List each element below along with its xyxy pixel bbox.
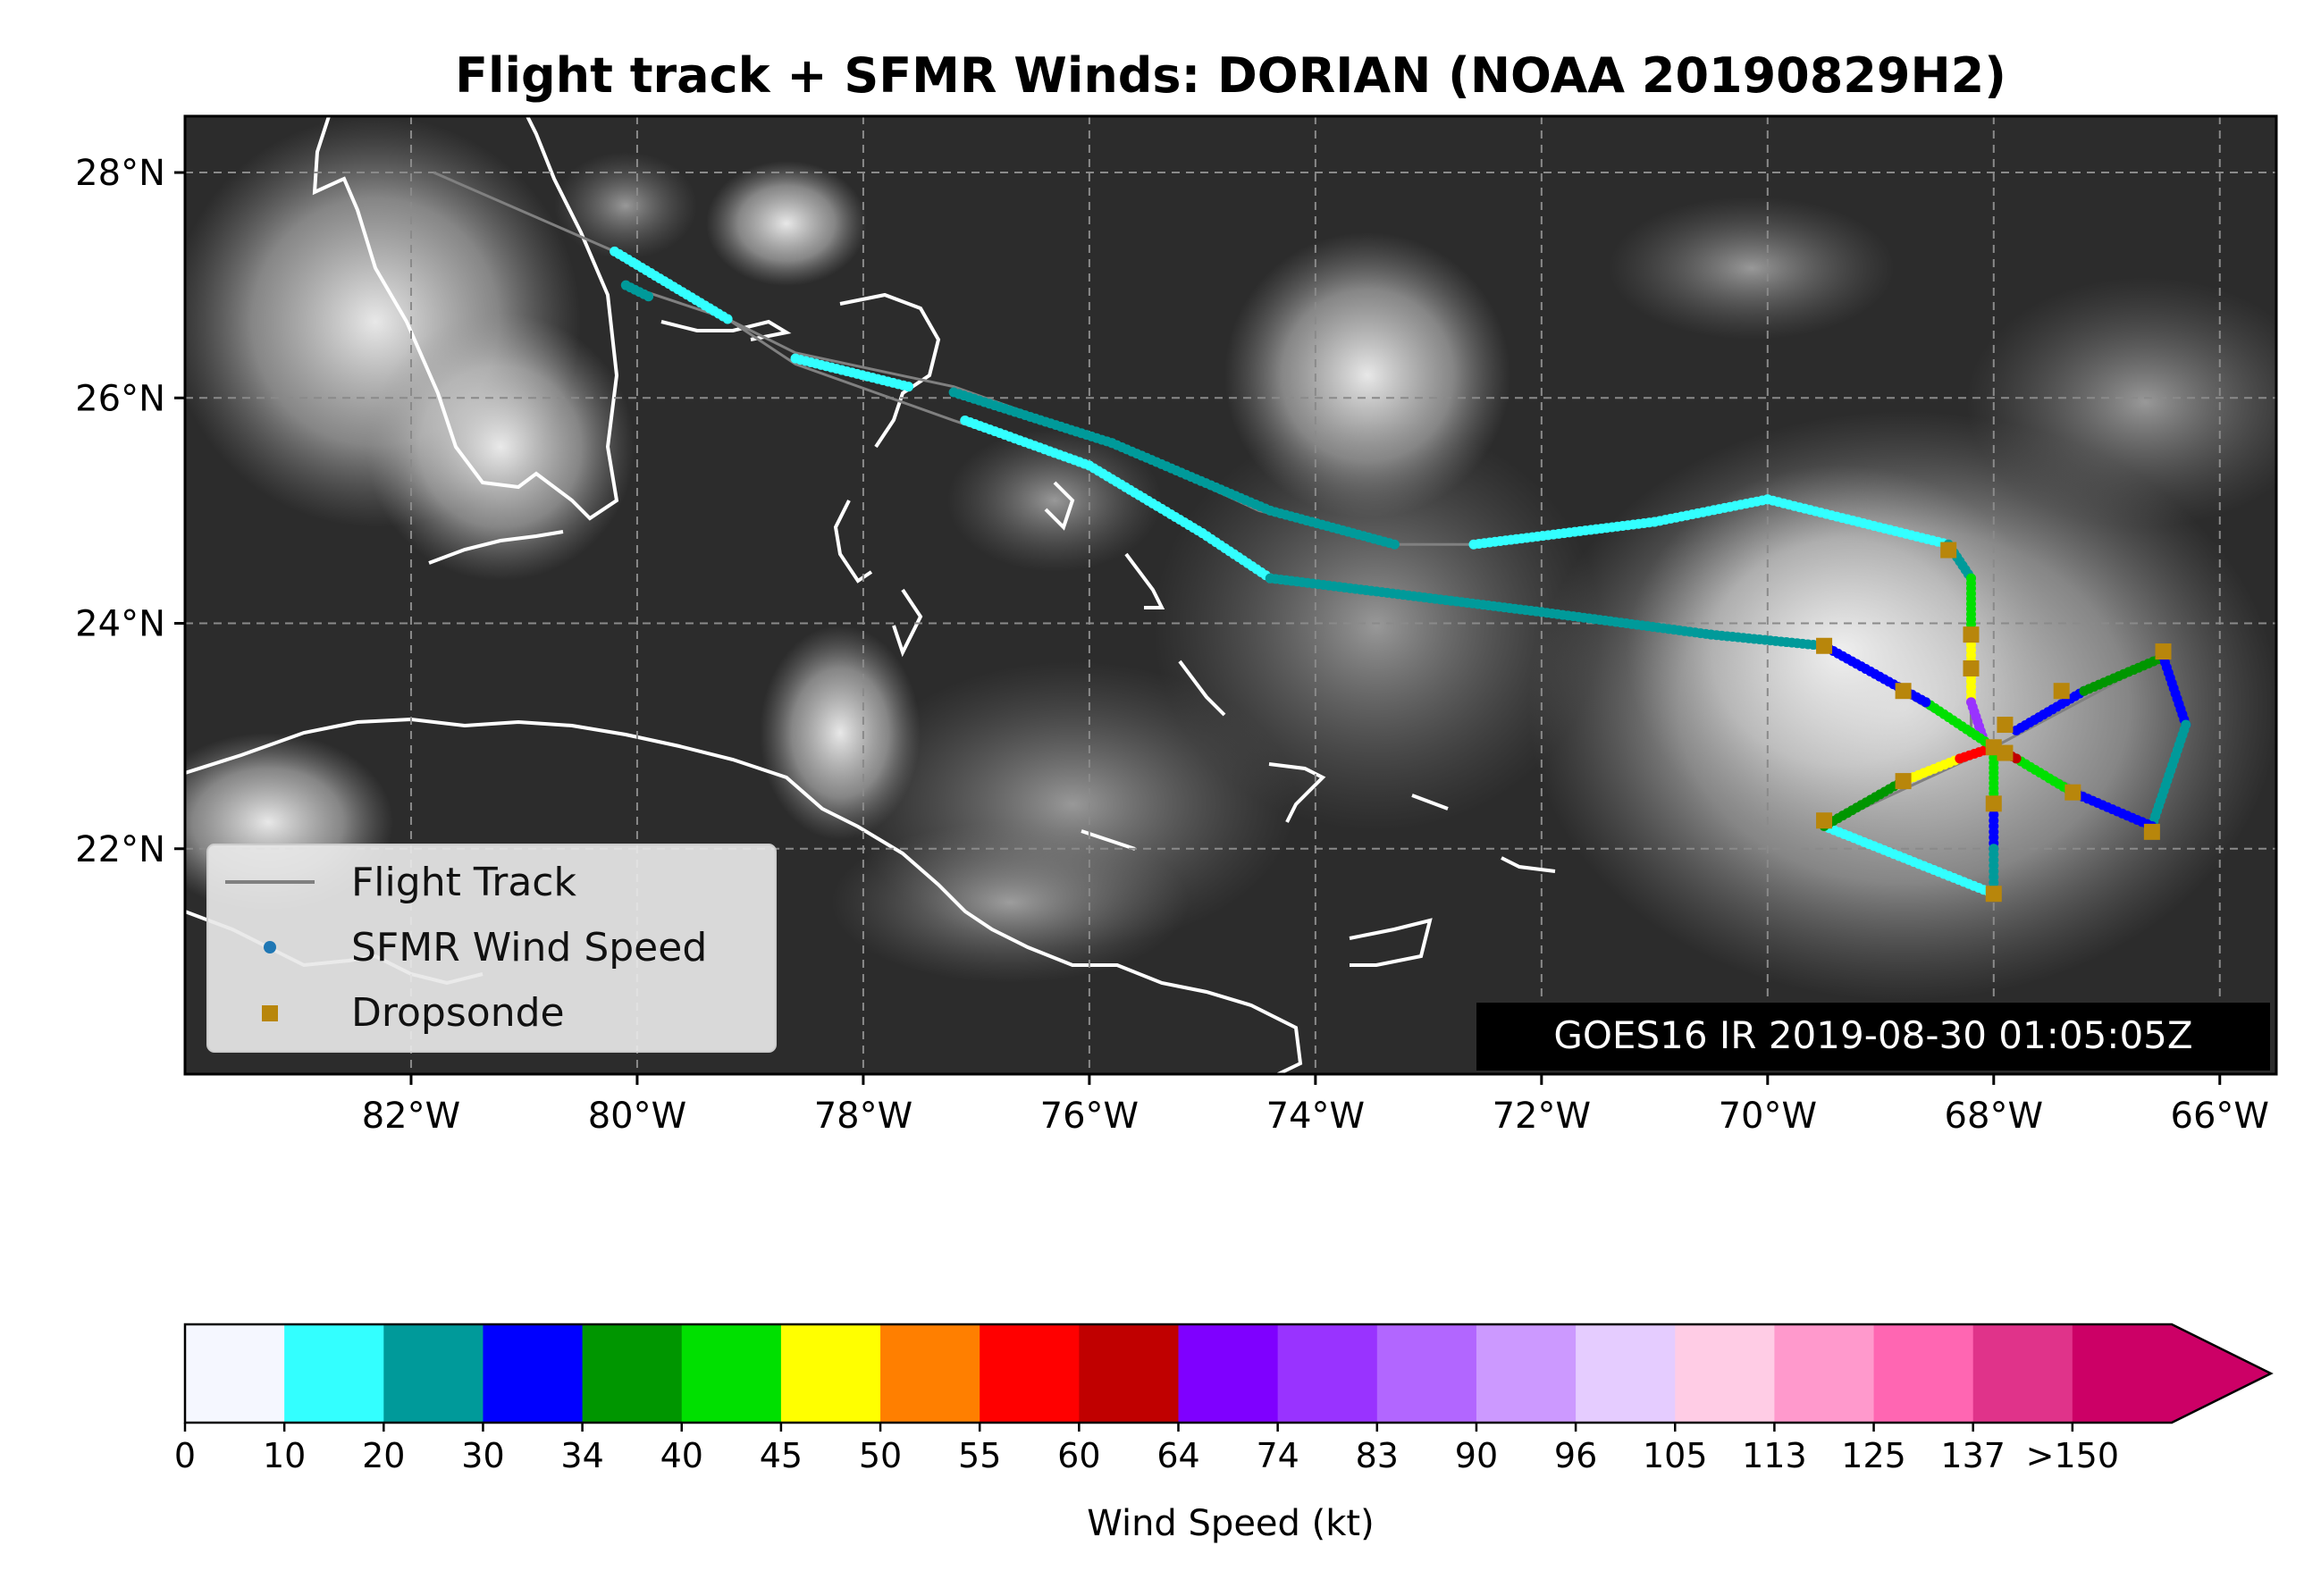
legend-label-flight-track: Flight Track <box>351 860 576 905</box>
dropsonde-marker <box>1816 812 1833 829</box>
colorbar-cell <box>681 1324 782 1423</box>
lon-tick-label: 76°W <box>1040 1096 1139 1137</box>
dropsonde-marker <box>1895 773 1912 790</box>
lon-tick-label: 68°W <box>1945 1096 2043 1137</box>
colorbar-tick-label: 96 <box>1554 1436 1597 1475</box>
dropsonde-marker <box>1985 886 2002 903</box>
colorbar-tick-label: 0 <box>174 1436 196 1475</box>
legend: Flight Track SFMR Wind Speed Dropsonde <box>206 844 777 1053</box>
image-stamp: GOES16 IR 2019-08-30 01:05:05Z <box>1476 1003 2270 1071</box>
colorbar-ticks: 0 10 20 30 34 40 45 50 55 60 64 74 83 90 96 105 113 125 13… <box>174 1423 2119 1475</box>
sfmr-point <box>904 382 914 392</box>
dropsonde-marker <box>1895 683 1912 700</box>
legend-label-dropsonde: Dropsonde <box>351 990 565 1036</box>
colorbar-tick-label: 20 <box>362 1436 405 1475</box>
lat-tick-label: 28°N <box>75 153 165 194</box>
colorbar-cell <box>1277 1324 1378 1423</box>
colorbar-tick-label: 40 <box>660 1436 703 1475</box>
colorbar-tick-label: 45 <box>760 1436 803 1475</box>
colorbar-cell <box>284 1324 384 1423</box>
lon-tick-label: 72°W <box>1493 1096 1591 1137</box>
colorbar-tick-label: 10 <box>263 1436 306 1475</box>
sfmr-point <box>643 291 654 302</box>
colorbar-tick-label: 64 <box>1156 1436 1199 1475</box>
lat-tick-label: 22°N <box>75 829 165 870</box>
sfmr-point <box>722 314 733 324</box>
colorbar-cell <box>2072 1324 2173 1423</box>
colorbar-cell <box>880 1324 980 1423</box>
dropsonde-marker <box>1940 542 1957 559</box>
legend-label-sfmr: SFMR Wind Speed <box>351 925 707 970</box>
colorbar-tick-label: >150 <box>2026 1436 2119 1475</box>
lon-tick-label: 66°W <box>2171 1096 2269 1137</box>
colorbar-tick-label: 30 <box>461 1436 504 1475</box>
colorbar-tick-label: 105 <box>1643 1436 1708 1475</box>
colorbar-cell <box>1774 1324 1875 1423</box>
colorbar-cell <box>980 1324 1080 1423</box>
dropsonde-marker <box>1963 659 1980 676</box>
lon-tick-label: 80°W <box>588 1096 686 1137</box>
dropsonde-markers <box>1816 542 2172 903</box>
colorbar-tick-label: 60 <box>1057 1436 1100 1475</box>
colorbar-cell <box>1576 1324 1676 1423</box>
colorbar-tick-label: 50 <box>859 1436 902 1475</box>
colorbar-tick-label: 113 <box>1742 1436 1807 1475</box>
colorbar-cell <box>185 1324 285 1423</box>
sfmr-points <box>610 246 2191 899</box>
colorbar-tick-label: 74 <box>1256 1436 1299 1475</box>
dropsonde-marker <box>2143 823 2160 840</box>
legend-square-swatch <box>262 1005 278 1021</box>
colorbar-cell <box>1178 1324 1279 1423</box>
coastlines <box>185 116 1556 1074</box>
colorbar-cell <box>483 1324 584 1423</box>
colorbar-cell <box>1376 1324 1477 1423</box>
colorbar-tick-label: 34 <box>560 1436 603 1475</box>
colorbar <box>183 1323 2274 1424</box>
colorbar-outline <box>183 1323 2274 1424</box>
dropsonde-marker <box>1985 795 2002 812</box>
stamp-background <box>1476 1003 2270 1071</box>
lat-tick-label: 24°N <box>75 604 165 645</box>
lon-tick-label: 78°W <box>814 1096 912 1137</box>
colorbar-tick-label: 90 <box>1455 1436 1498 1475</box>
dropsonde-marker <box>1997 717 2014 734</box>
colorbar-cell <box>1675 1324 1775 1423</box>
colorbar-tick-label: 83 <box>1356 1436 1399 1475</box>
dropsonde-marker <box>1997 744 2014 761</box>
lat-tick-label: 26°N <box>75 378 165 419</box>
dropsonde-marker <box>2053 683 2070 700</box>
map-area <box>185 116 2276 1074</box>
colorbar-cell <box>780 1324 881 1423</box>
colorbar-tick-label: 125 <box>1841 1436 1906 1475</box>
lon-tick-label: 70°W <box>1719 1096 1817 1137</box>
legend-dot-swatch <box>264 941 276 953</box>
dropsonde-marker <box>2155 643 2172 660</box>
colorbar-cell <box>1079 1324 1179 1423</box>
legend-box <box>206 844 777 1053</box>
colorbar-extend-arrow <box>2172 1324 2271 1423</box>
colorbar-tick-label: 137 <box>1940 1436 2006 1475</box>
colorbar-cell <box>1476 1324 1577 1423</box>
colorbar-cell <box>1972 1324 2073 1423</box>
stamp-text: GOES16 IR 2019-08-30 01:05:05Z <box>1553 1013 2192 1057</box>
chart-title: Flight track + SFMR Winds: DORIAN (NOAA … <box>455 47 2006 104</box>
colorbar-tick-label: 55 <box>958 1436 1001 1475</box>
map-frame <box>183 114 2278 1076</box>
lat-axis: 28°N 26°N 24°N 22°N <box>75 153 185 870</box>
colorbar-cell <box>1873 1324 1974 1423</box>
lon-axis: 82°W 80°W 78°W 76°W 74°W 72°W 70°W 68°W 66°W <box>362 1074 2269 1137</box>
colorbar-cell <box>582 1324 683 1423</box>
sfmr-point <box>1389 539 1400 550</box>
colorbar-label: Wind Speed (kt) <box>1087 1503 1374 1544</box>
lon-tick-label: 74°W <box>1266 1096 1365 1137</box>
dropsonde-marker <box>1963 626 1980 643</box>
colorbar-cell <box>383 1324 484 1423</box>
dropsonde-marker <box>1816 637 1833 654</box>
lon-tick-label: 82°W <box>362 1096 460 1137</box>
dropsonde-marker <box>2065 784 2081 801</box>
